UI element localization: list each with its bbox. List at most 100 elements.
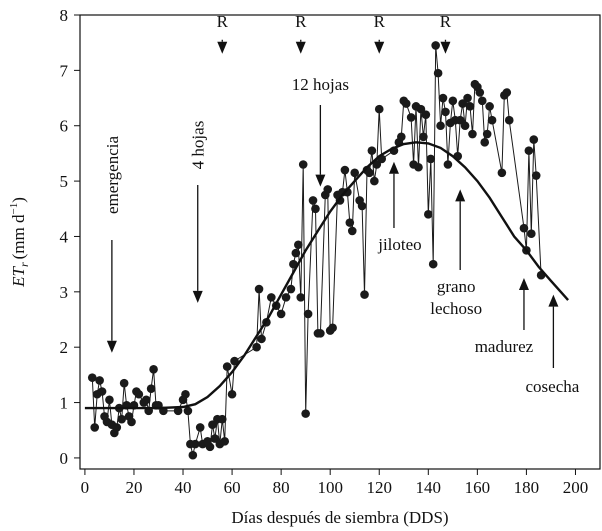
- data-point: [431, 41, 440, 50]
- data-point: [117, 414, 126, 424]
- data-point: [441, 107, 450, 117]
- arrow-head: [455, 189, 466, 202]
- data-point: [421, 110, 431, 119]
- data-point: [529, 135, 539, 144]
- annotation-text: madurez: [475, 337, 534, 356]
- annotation-text: lechoso: [430, 299, 482, 318]
- data-point: [217, 414, 227, 424]
- x-axis-label: Días después de siembra (DDS): [231, 508, 448, 527]
- arrow-head: [315, 174, 326, 187]
- data-point: [424, 210, 433, 219]
- annotation-text: 12 hojas: [292, 75, 349, 94]
- data-point: [311, 204, 320, 214]
- y-label-exp: −1: [8, 203, 20, 215]
- fitted-curve: [84, 141, 569, 410]
- annotation-text: jiloteo: [377, 235, 421, 254]
- data-point: [487, 115, 497, 125]
- x-tick-label: 160: [465, 478, 491, 497]
- data-point: [531, 171, 541, 180]
- data-point: [286, 284, 296, 294]
- data-point: [497, 168, 507, 178]
- data-point: [401, 99, 411, 108]
- data-point: [227, 389, 237, 399]
- data-point: [524, 146, 534, 155]
- arrow-head: [388, 161, 399, 174]
- data-point: [303, 309, 313, 319]
- data-point: [448, 96, 458, 106]
- data-point: [119, 378, 129, 388]
- arrow-head: [548, 294, 559, 307]
- data-point: [254, 284, 264, 294]
- data-point: [475, 88, 485, 97]
- data-point: [323, 185, 333, 194]
- data-point: [296, 293, 306, 302]
- data-point: [205, 442, 215, 452]
- data-point: [438, 93, 448, 103]
- data-point: [190, 439, 200, 449]
- arrow-head: [106, 340, 117, 353]
- data-point: [87, 373, 97, 382]
- data-point: [426, 154, 436, 164]
- data-point: [257, 334, 266, 344]
- data-point: [183, 406, 193, 416]
- data-point: [134, 389, 144, 399]
- data-point: [458, 99, 467, 108]
- y-tick-label: 0: [60, 449, 69, 468]
- y-tick-label: 4: [60, 227, 69, 246]
- data-point: [112, 423, 122, 432]
- data-point: [504, 115, 514, 125]
- data-point: [195, 423, 205, 432]
- data-point: [519, 223, 529, 233]
- data-point: [173, 406, 183, 416]
- x-tick-label: 200: [563, 478, 589, 497]
- data-point: [414, 162, 423, 172]
- data-point: [208, 420, 217, 430]
- data-point: [230, 356, 239, 366]
- y-tick-label: 7: [60, 61, 69, 80]
- x-tick-label: 80: [273, 478, 290, 497]
- arrow-head: [374, 41, 385, 54]
- annotation-text: grano: [437, 277, 476, 296]
- annotation-text: R: [440, 12, 452, 31]
- data-point: [220, 437, 230, 446]
- data-point: [397, 132, 406, 142]
- plot-frame: [79, 14, 601, 470]
- data-point: [210, 434, 220, 443]
- y-label-main: ET: [9, 265, 28, 287]
- data-point: [281, 293, 291, 302]
- data-point: [357, 201, 367, 211]
- annotation-text: R: [374, 12, 386, 31]
- data-point: [360, 290, 369, 299]
- annotation-text: emergencia: [103, 136, 122, 214]
- y-tick-label: 1: [60, 394, 69, 413]
- data-point: [340, 165, 350, 175]
- data-point: [419, 132, 428, 142]
- data-point: [97, 387, 107, 396]
- data-point: [222, 362, 232, 371]
- data-point: [433, 68, 443, 78]
- data-point: [308, 196, 318, 205]
- data-point: [146, 384, 156, 394]
- annotation-text: R: [217, 12, 229, 31]
- y-label-unit: (mm d: [9, 214, 28, 259]
- data-point: [480, 138, 490, 147]
- y-axis-label: ETr (mm d−1): [8, 197, 31, 288]
- data-point: [370, 176, 379, 186]
- data-point: [502, 88, 512, 97]
- x-tick-label: 60: [224, 478, 241, 497]
- data-point: [127, 417, 136, 427]
- annotation-text: cosecha: [525, 377, 579, 396]
- data-point: [455, 115, 465, 125]
- data-point: [291, 248, 301, 258]
- data-point: [468, 129, 477, 139]
- data-point: [406, 113, 416, 122]
- data-point: [527, 229, 536, 238]
- data-point: [95, 376, 104, 385]
- arrow-head: [440, 41, 451, 54]
- data-point: [294, 240, 303, 250]
- data-point: [347, 226, 357, 236]
- y-label-sub: r: [17, 262, 31, 267]
- annotation-text: R: [295, 12, 307, 31]
- data-point: [367, 146, 377, 155]
